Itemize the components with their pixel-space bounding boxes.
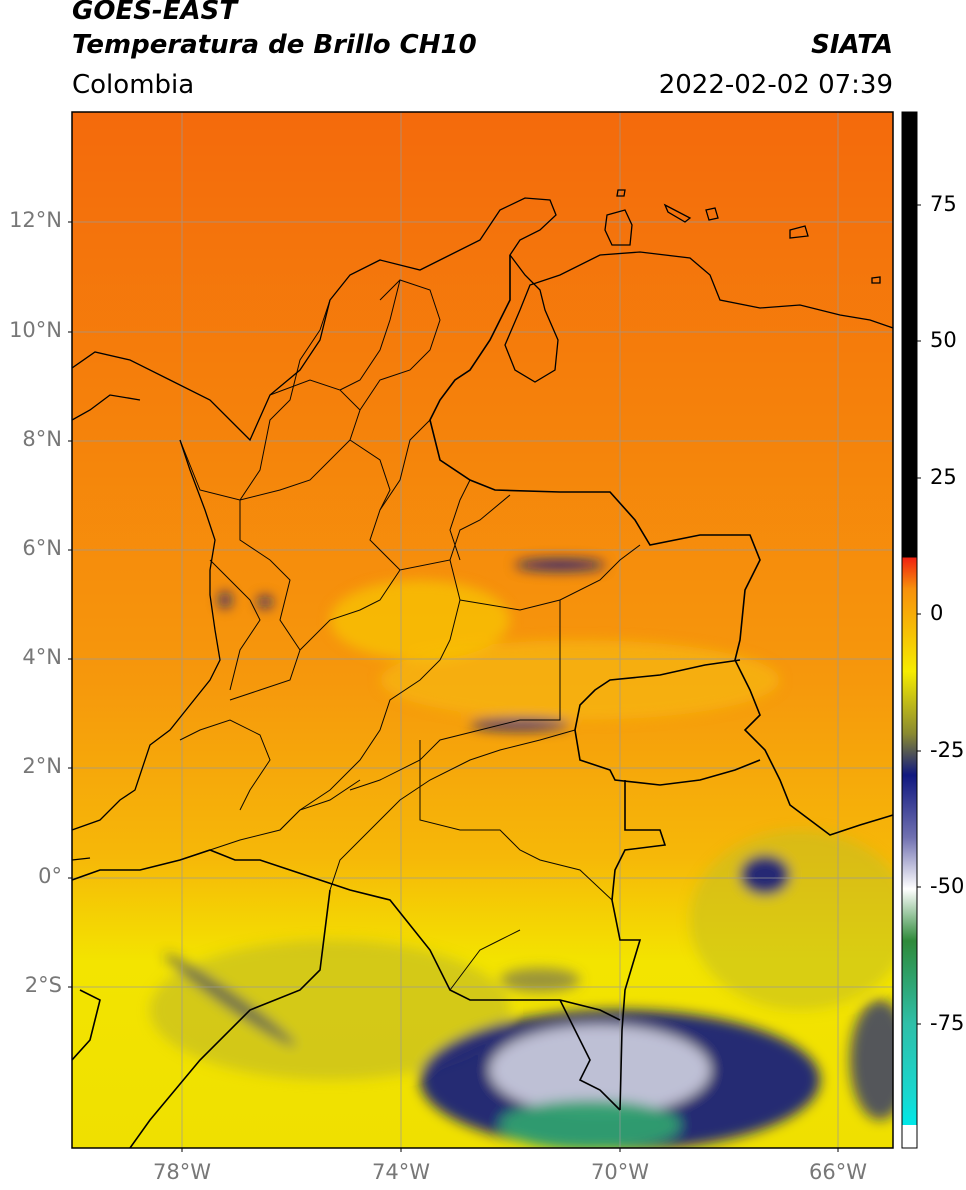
lat-tick-label: 2°N	[22, 754, 62, 778]
colorbar-tick-label: 0	[930, 601, 944, 625]
lat-tick-label: 6°N	[22, 536, 62, 560]
colorbar-tick-label: 75	[930, 192, 957, 216]
map-panel	[72, 112, 893, 1148]
colorbar-tick-label: 25	[930, 465, 957, 489]
coastlines	[72, 189, 893, 861]
lon-tick-label: 66°W	[809, 1160, 867, 1184]
department-boundaries	[179, 279, 641, 991]
country-boundaries	[72, 255, 893, 1148]
lon-tick-label: 78°W	[153, 1160, 211, 1184]
satellite-title: GOES-EAST	[72, 0, 238, 26]
map-frame	[71, 111, 894, 1149]
lon-tick-label: 74°W	[372, 1160, 430, 1184]
source-label: SIATA	[811, 30, 893, 60]
lat-tick-label: 10°N	[9, 318, 62, 342]
colorbar-gradient	[901, 111, 918, 1149]
colorbar-tick-label: -50	[930, 874, 965, 898]
lat-tick-label: 8°N	[22, 427, 62, 451]
colorbar-tick-label: 50	[930, 328, 957, 352]
colorbar	[68, 111, 921, 1152]
datetime-label: 2022-02-02 07:39	[658, 70, 893, 100]
graticule	[72, 112, 893, 1148]
lon-tick-label: 70°W	[591, 1160, 649, 1184]
lat-tick-label: 12°N	[9, 208, 62, 232]
lat-tick-label: 4°N	[22, 645, 62, 669]
colorbar-tick-label: -25	[930, 738, 965, 762]
product-title: Temperatura de Brillo CH10	[72, 30, 477, 60]
colorbar-tick-label: -75	[930, 1011, 965, 1035]
lat-tick-label: 2°S	[24, 973, 62, 997]
lat-tick-label: 0°	[38, 864, 62, 888]
region-label: Colombia	[72, 70, 195, 100]
